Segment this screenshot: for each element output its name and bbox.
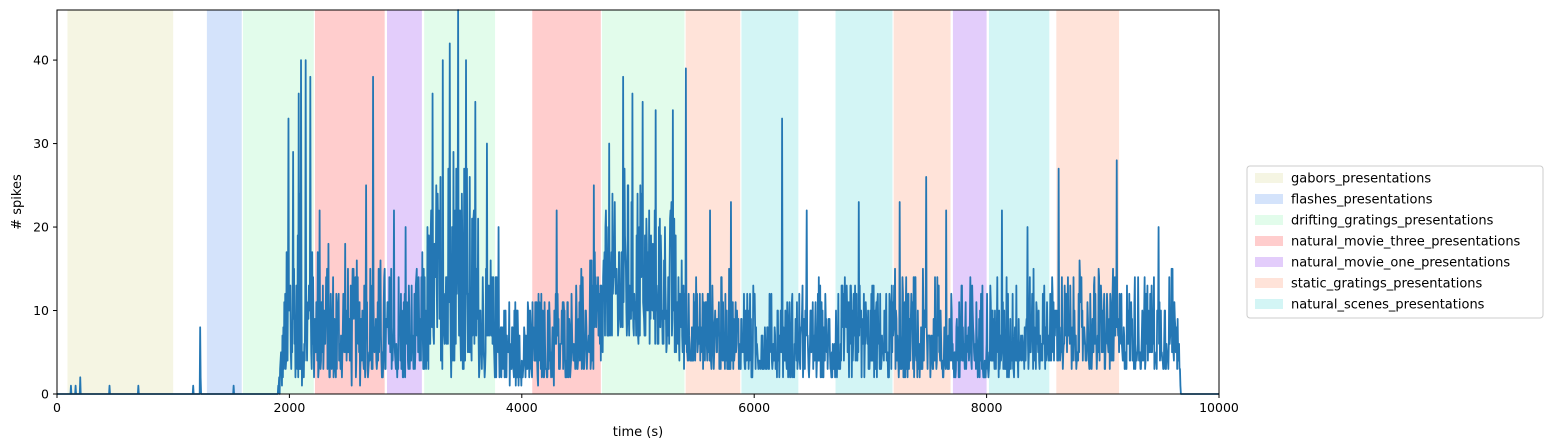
y-axis: 0 10 20 30 40 xyxy=(33,53,57,402)
plot-frame xyxy=(56,9,1220,395)
epoch-band-2 xyxy=(206,10,242,394)
x-tick-label-4000: 4000 xyxy=(506,400,538,415)
legend-label-7: natural_scenes_presentations xyxy=(1291,298,1485,313)
legend-swatch-6 xyxy=(1255,278,1283,288)
x-tick-label-2000: 2000 xyxy=(273,400,305,415)
y-tick-label-40: 40 xyxy=(33,53,49,68)
legend-swatch-4 xyxy=(1255,236,1283,246)
x-axis-label: time (s) xyxy=(613,425,663,440)
y-tick-label-30: 30 xyxy=(33,136,49,151)
x-tick-label-10000: 10000 xyxy=(1199,400,1239,415)
legend-swatch-1 xyxy=(1255,173,1283,183)
epoch-band-1 xyxy=(67,10,174,394)
legend-swatch-2 xyxy=(1255,194,1283,204)
legend-swatch-3 xyxy=(1255,215,1283,225)
legend-box xyxy=(1246,165,1544,319)
y-tick-label-20: 20 xyxy=(33,220,49,235)
legend-label-3: drifting_gratings_presentations xyxy=(1291,214,1494,229)
legend-label-6: static_gratings_presentations xyxy=(1291,277,1483,292)
x-tick-label-6000: 6000 xyxy=(738,400,770,415)
x-tick-label-8000: 8000 xyxy=(971,400,1003,415)
legend: gabors_presentations flashes_presentation… xyxy=(1246,165,1544,319)
y-tick-label-0: 0 xyxy=(41,387,49,402)
legend-label-2: flashes_presentations xyxy=(1291,193,1433,208)
legend-label-5: natural_movie_one_presentations xyxy=(1291,256,1510,271)
legend-label-4: natural_movie_three_presentations xyxy=(1291,235,1521,250)
legend-swatch-5 xyxy=(1255,257,1283,267)
x-axis: 0 2000 4000 6000 8000 10000 xyxy=(53,394,1239,415)
y-tick-label-10: 10 xyxy=(33,303,49,318)
legend-label-1: gabors_presentations xyxy=(1291,172,1431,187)
epoch-band-3 xyxy=(242,10,314,394)
y-axis-label: # spikes xyxy=(10,174,25,230)
legend-swatch-7 xyxy=(1255,299,1283,309)
x-tick-label-0: 0 xyxy=(53,400,61,415)
